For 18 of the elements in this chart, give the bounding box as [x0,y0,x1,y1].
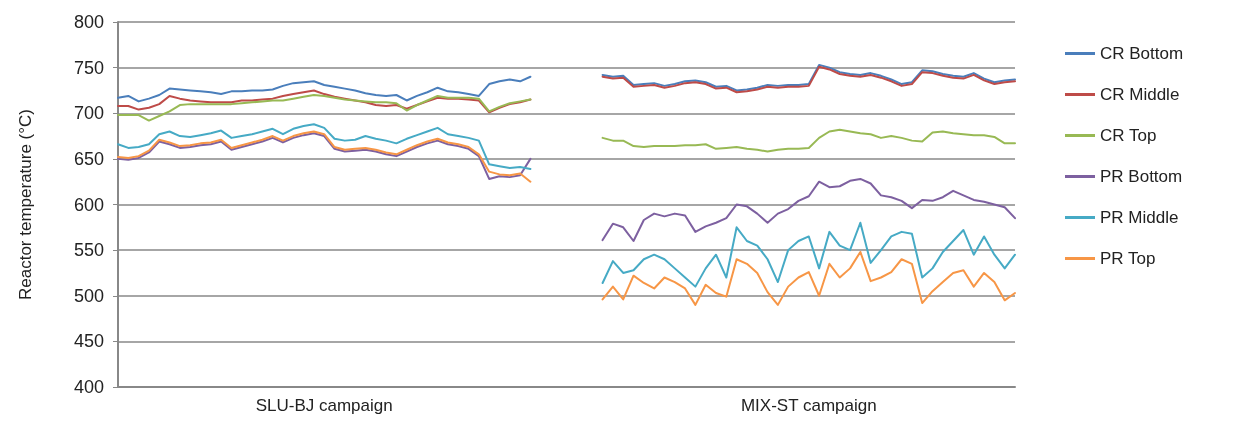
legend-label: PR Bottom [1100,167,1183,186]
y-tick-label: 650 [73,148,104,169]
legend-label: CR Middle [1100,85,1180,104]
legend-label: CR Bottom [1100,44,1184,63]
y-tick-label: 400 [73,377,104,397]
legend-label: PR Top [1100,249,1156,268]
y-tick-label: 500 [73,285,104,306]
y-tick-label: 750 [73,57,104,78]
y-tick-label: 600 [73,194,104,215]
y-tick-label: 450 [73,331,104,352]
y-tick-label: 700 [73,103,104,124]
y-tick-label: 800 [73,12,104,32]
x-tick-label: MIX-ST campaign [740,396,877,415]
y-axis-title: Reactor temperature (°C) [16,108,35,301]
legend-label: CR Top [1100,126,1157,145]
y-tick-label: 550 [73,240,104,261]
x-tick-label: SLU-BJ campaign [255,396,393,415]
legend-label: PR Middle [1100,208,1179,227]
